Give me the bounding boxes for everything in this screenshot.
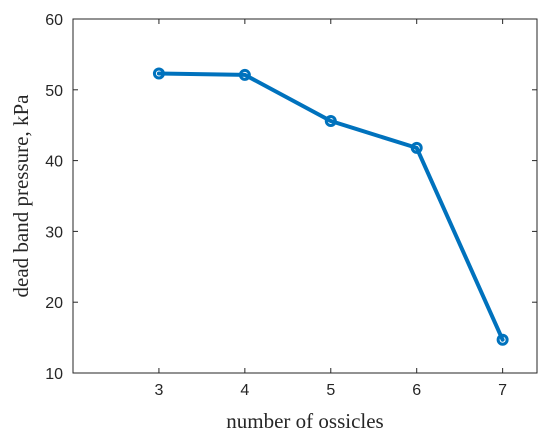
- plot-area: [73, 19, 537, 373]
- series-layer: [152, 67, 509, 346]
- axes: [72, 18, 538, 374]
- data-point: [238, 68, 251, 81]
- x-tick-label: 4: [240, 382, 249, 399]
- x-tick-label: 6: [412, 382, 421, 399]
- axes-box: [72, 18, 538, 374]
- y-tick-label: 10: [45, 366, 63, 383]
- x-tick-label: 5: [326, 382, 335, 399]
- x-tick-label: 3: [154, 382, 163, 399]
- y-tick-label: 60: [45, 12, 63, 29]
- x-axis-label: number of ossicles: [226, 409, 383, 433]
- y-tick-label: 50: [45, 83, 63, 100]
- data-point: [152, 67, 165, 80]
- ticks: 3 4 5 6 7 10 20 30 40 50 60: [45, 12, 537, 399]
- data-point: [324, 114, 337, 127]
- data-point: [496, 333, 509, 346]
- y-tick-label: 20: [45, 295, 63, 312]
- x-tick-label: 7: [498, 382, 507, 399]
- data-point: [410, 141, 423, 154]
- y-tick-label: 40: [45, 154, 63, 171]
- series-line: [156, 71, 505, 342]
- y-tick-label: 30: [45, 224, 63, 241]
- y-axis-label: dead band pressure, kPa: [9, 94, 33, 298]
